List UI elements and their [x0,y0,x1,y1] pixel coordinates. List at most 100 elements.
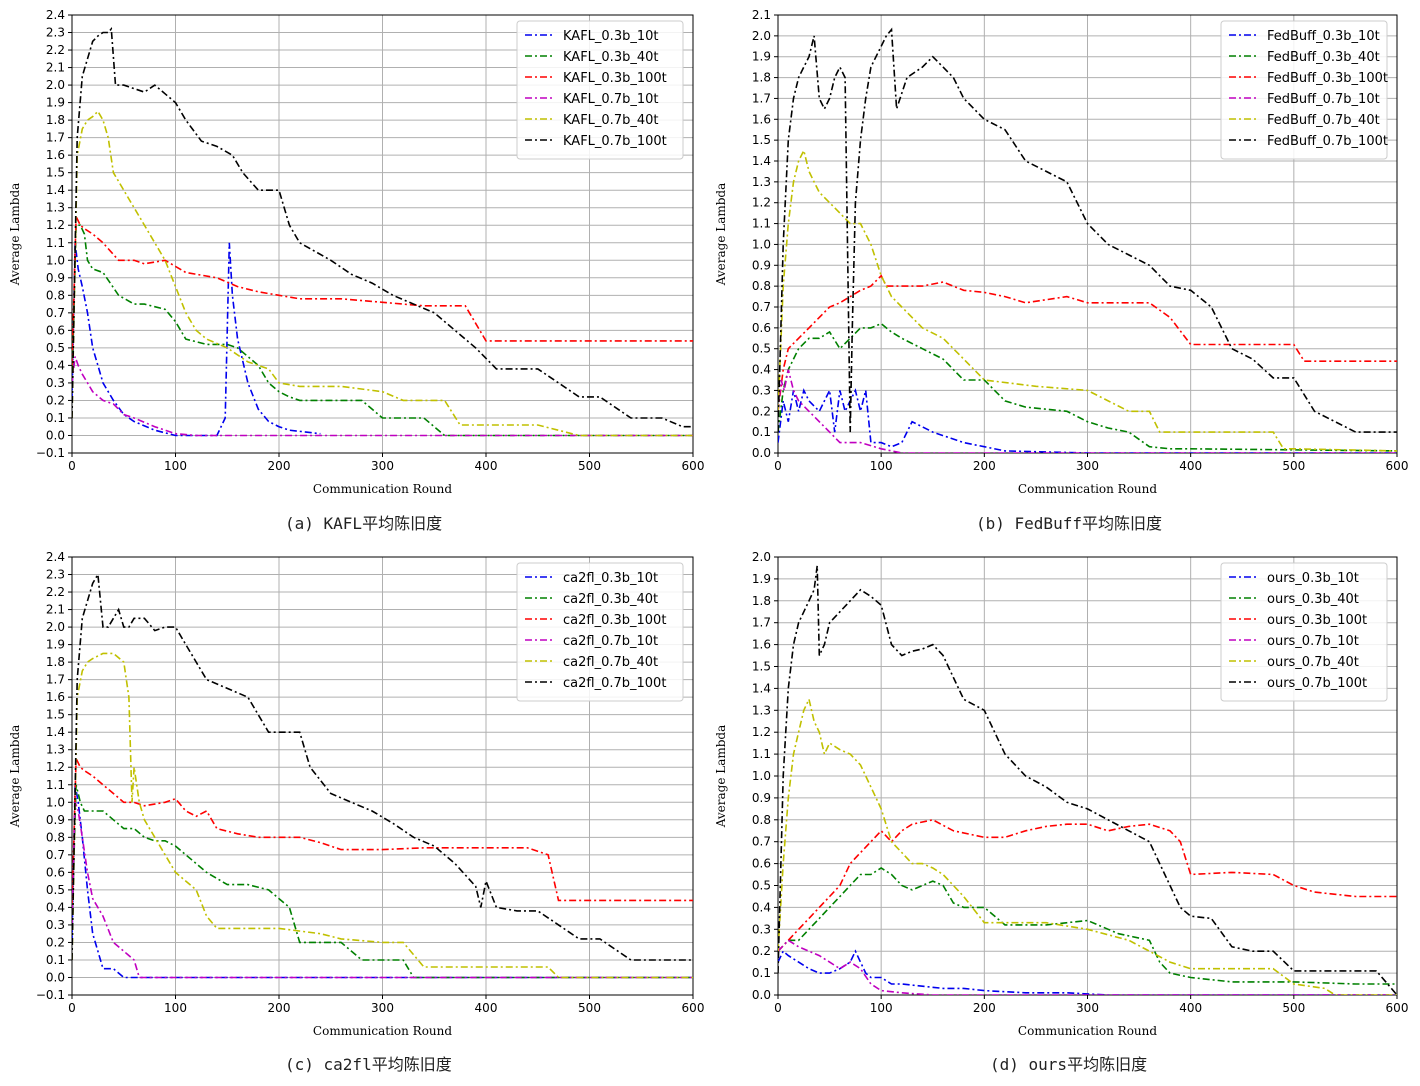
series-line-b-2 [778,274,1397,412]
xtick-label-a-1: 100 [164,459,187,473]
xtick-label-a-6: 600 [682,459,705,473]
legend-label-b-4: FedBuff_0.7b_40t [1267,113,1380,128]
series-line-a-4 [72,110,693,437]
series-line-a-5 [72,27,693,428]
ytick-label-d-13: 1.3 [752,703,771,717]
ytick-label-a-11: 1.0 [46,253,65,267]
ytick-label-d-4: 0.4 [752,900,771,914]
legend-box-d [1220,562,1388,702]
ytick-label-d-0: 0.0 [752,988,771,1002]
ytick-label-a-14: 1.3 [46,201,65,215]
ytick-label-a-21: 2.0 [46,78,65,92]
legend-label-d-5: ours_0.7b_100t [1267,676,1367,691]
ytick-label-c-4: 0.3 [46,918,65,932]
xtick-label-c-4: 400 [475,1001,498,1015]
xtick-label-b-1: 100 [870,459,893,473]
ytick-label-a-18: 1.7 [46,131,65,145]
xtick-label-a-4: 400 [475,459,498,473]
xtick-label-a-5: 500 [578,459,601,473]
ytick-label-a-3: 0.2 [46,393,65,407]
ytick-label-a-2: 0.1 [46,411,65,425]
ytick-label-d-7: 0.7 [752,835,771,849]
series-line-b-1 [778,322,1397,452]
legend-label-a-5: KAFL_0.7b_100t [563,134,667,149]
series-line-c-3 [72,802,693,979]
xtick-label-b-3: 300 [1076,459,1099,473]
caption-d: (d) ours平均陈旧度 [990,1055,1148,1074]
ytick-label-a-10: 0.9 [46,271,65,285]
ytick-label-d-14: 1.4 [752,681,771,695]
series-line-c-0 [72,784,693,979]
ytick-label-c-18: 1.7 [46,673,65,687]
ytick-label-b-5: 0.5 [752,342,771,356]
series-line-c-4 [72,652,693,979]
ytick-label-b-18: 1.8 [752,71,771,85]
ytick-label-c-24: 2.3 [46,568,65,582]
ytick-label-a-23: 2.2 [46,43,65,57]
ytick-label-c-5: 0.4 [46,900,65,914]
legend-label-c-2: ca2fl_0.3b_100t [563,613,666,628]
ytick-label-a-8: 0.7 [46,306,65,320]
legend-label-d-1: ours_0.3b_40t [1267,592,1359,607]
caption-a: (a) KAFL平均陈旧度 [285,514,443,533]
legend-label-d-4: ours_0.7b_40t [1267,655,1359,670]
ylabel-d: Average Lambda [714,725,728,829]
ytick-label-a-15: 1.4 [46,183,65,197]
ytick-label-c-25: 2.4 [46,550,65,564]
series-line-b-0 [778,387,1397,453]
ytick-label-b-1: 0.1 [752,425,771,439]
ytick-label-a-16: 1.5 [46,166,65,180]
ytick-label-d-10: 1.0 [752,769,771,783]
ylabel-c: Average Lambda [8,725,22,829]
series-group-a [72,27,693,437]
chart-c: 0 100 200 300 400 500 600 −0.1 0.0 0.1 0.2 0.3 0.4 0.… [8,550,704,1038]
ytick-label-b-2: 0.2 [752,404,771,418]
legend-label-d-0: ours_0.3b_10t [1267,571,1359,586]
xlabel-c: Communication Round [313,1024,452,1038]
ytick-label-b-13: 1.3 [752,175,771,189]
ytick-label-c-23: 2.2 [46,585,65,599]
ytick-label-b-19: 1.9 [752,50,771,64]
ytick-label-d-8: 0.8 [752,813,771,827]
xlabel-b: Communication Round [1018,482,1157,496]
ytick-label-c-3: 0.2 [46,935,65,949]
xtick-label-b-0: 0 [774,459,782,473]
ytick-label-d-3: 0.3 [752,922,771,936]
ytick-label-c-15: 1.4 [46,725,65,739]
ytick-label-b-11: 1.1 [752,217,771,231]
series-line-b-4 [778,148,1397,452]
ylabel-b: Average Lambda [714,183,728,287]
ytick-label-d-6: 0.6 [752,857,771,871]
ytick-label-c-11: 1.0 [46,795,65,809]
xtick-label-d-5: 500 [1282,1001,1305,1015]
xtick-label-b-2: 200 [973,459,996,473]
ytick-label-c-12: 1.1 [46,778,65,792]
ytick-label-d-16: 1.6 [752,638,771,652]
legend-label-c-5: ca2fl_0.7b_100t [563,676,666,691]
xtick-label-d-6: 600 [1386,1001,1409,1015]
ytick-label-c-9: 0.8 [46,830,65,844]
ytick-label-c-2: 0.1 [46,953,65,967]
ytick-label-b-3: 0.3 [752,383,771,397]
series-line-d-4 [778,696,1397,995]
ytick-label-b-21: 2.1 [752,8,771,22]
series-group-c [72,571,693,979]
ytick-label-c-19: 1.8 [46,655,65,669]
ytick-label-d-12: 1.2 [752,725,771,739]
legend-label-a-0: KAFL_0.3b_10t [563,29,658,44]
ytick-label-a-7: 0.6 [46,323,65,337]
ytick-label-a-12: 1.1 [46,236,65,250]
caption-b: (b) FedBuff平均陈旧度 [976,514,1162,533]
ytick-label-c-22: 2.1 [46,603,65,617]
xtick-label-c-5: 500 [578,1001,601,1015]
ytick-label-a-4: 0.3 [46,376,65,390]
caption-c: (c) ca2fl平均陈旧度 [285,1055,452,1074]
chart-b: 0 100 200 300 400 500 600 0.0 0.1 0.2 0.3 0.4 0.5 0.6… [714,8,1408,496]
chart-d: 0 100 200 300 400 500 600 0.0 0.1 0.2 0.3 0.4 0.5 0.6… [714,550,1408,1038]
series-line-a-3 [72,356,693,437]
ytick-label-a-9: 0.8 [46,288,65,302]
ytick-label-d-1: 0.1 [752,966,771,980]
ytick-label-c-21: 2.0 [46,620,65,634]
